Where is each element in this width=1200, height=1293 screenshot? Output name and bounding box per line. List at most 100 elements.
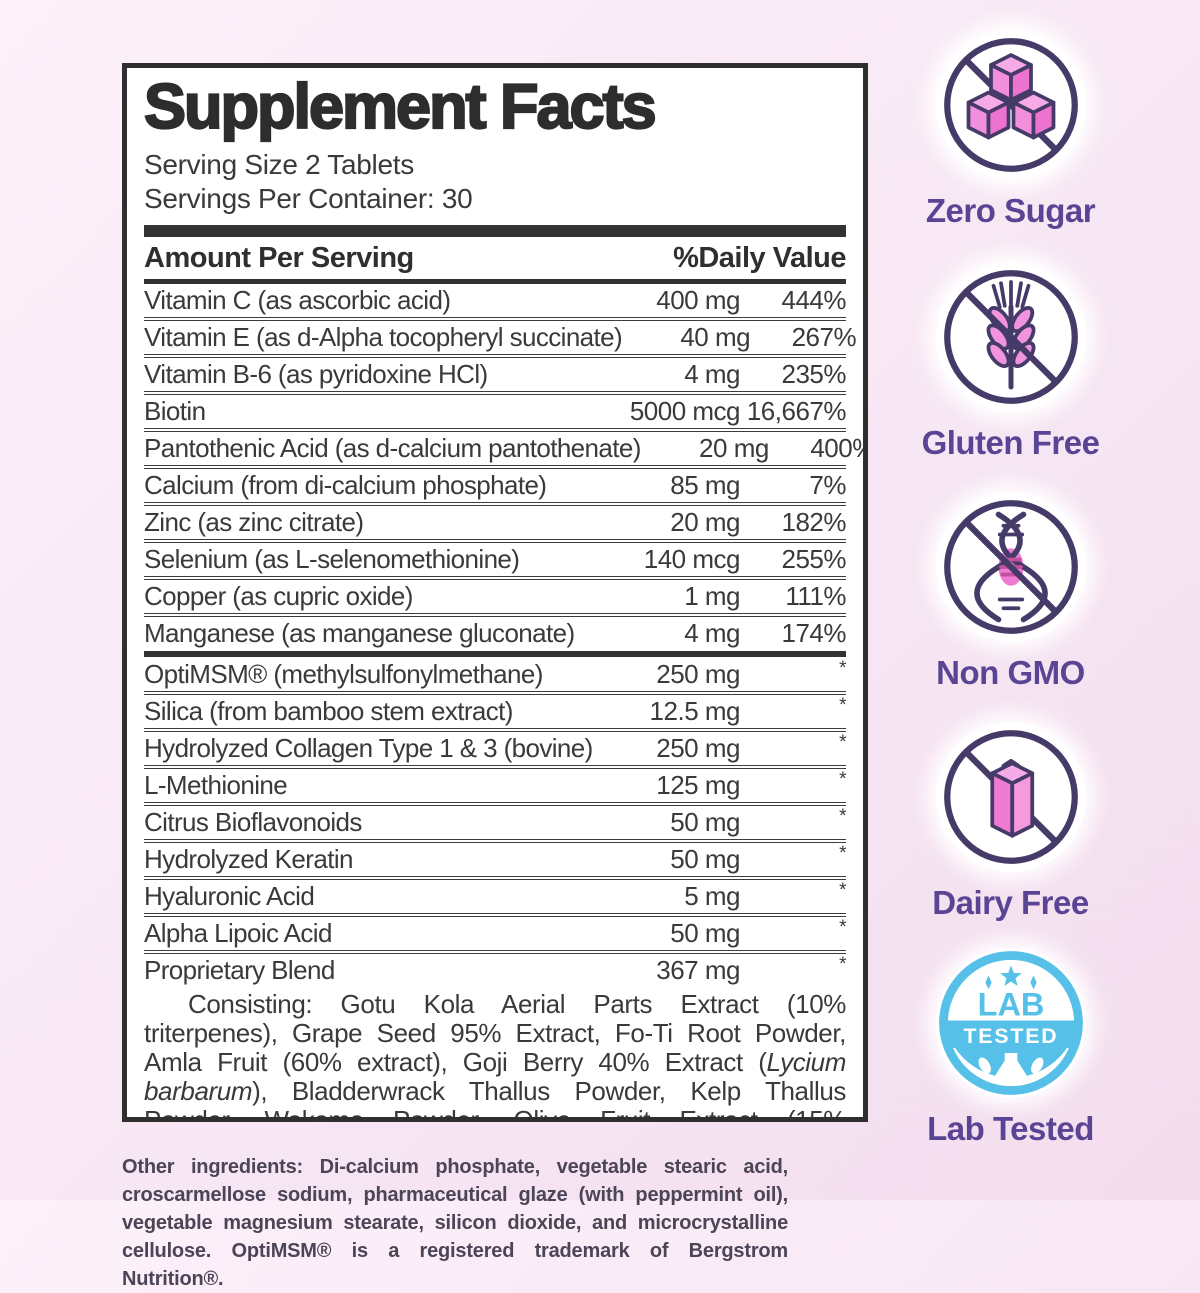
badge-zero-sugar: Zero Sugar (918, 30, 1103, 230)
serving-size: Serving Size 2 Tablets (144, 149, 414, 181)
ingredient-dv: 400% (810, 433, 863, 464)
ingredient-amount: 20 mg (699, 433, 769, 464)
ingredient-amount: 5 mg (684, 881, 740, 912)
consisting-text: ), Bladderwrack Thallus Powder, Kelp Tha… (144, 1076, 846, 1122)
ingredient-amount: 50 mg (670, 807, 740, 838)
flask-icon (994, 1053, 1027, 1082)
badge-label: Dairy Free (932, 884, 1089, 921)
ingredient-dv: 174% (781, 618, 847, 649)
table-row: Hyaluronic Acid 5 mg * (144, 876, 847, 913)
table-row: Selenium (as L-selenomethionine) 140 mcg… (144, 539, 847, 576)
no-sugar-icon (943, 38, 1078, 172)
ingredient-dv: 7% (809, 470, 846, 501)
ingredient-dv: 16,667% (746, 396, 847, 427)
ingredient-name: Silica (from bamboo stem extract) (144, 696, 513, 727)
table-row: Copper (as cupric oxide) 1 mg 111% (144, 576, 847, 613)
star-icon (999, 965, 1022, 986)
ingredient-name: Hyaluronic Acid (144, 881, 315, 912)
ingredient-name: Vitamin C (as ascorbic acid) (144, 285, 451, 316)
ingredient-amount: 400 mg (656, 285, 740, 316)
ingredient-amount: 140 mcg (643, 544, 741, 575)
divider-thick (144, 651, 846, 658)
table-row: Pantothenic Acid (as d-calcium pantothen… (144, 428, 863, 465)
divider-thick (144, 225, 846, 238)
ingredient-amount: 50 mg (670, 918, 740, 949)
ingredient-name: Zinc (as zinc citrate) (144, 507, 364, 538)
ingredient-amount: 1 mg (684, 581, 740, 612)
ingredient-dv: 444% (781, 285, 847, 316)
consisting-latin-name: Lycium barbarum (144, 1047, 846, 1107)
ingredient-amount: 12.5 mg (649, 696, 741, 727)
ingredient-name: Citrus Bioflavonoids (144, 807, 362, 838)
badge-non-gmo: Non GMO (918, 492, 1103, 692)
badge-disk (935, 722, 1086, 872)
ingredient-name: Calcium (from di-calcium phosphate) (144, 470, 547, 501)
ingredient-name: Alpha Lipoic Acid (144, 918, 332, 949)
proprietary-blend-consisting: Consisting: Gotu Kola Aerial Parts Extra… (144, 989, 846, 1122)
badge-label: Zero Sugar (925, 192, 1096, 229)
ingredient-name: Pantothenic Acid (as d-calcium pantothen… (144, 433, 641, 464)
lab-badge-top-text: LAB (977, 987, 1044, 1023)
divider-medium (144, 279, 846, 285)
no-gluten-wheat-icon (943, 270, 1078, 404)
table-row: Proprietary Blend 367 mg * (144, 950, 847, 987)
ingredient-dv: 182% (781, 507, 847, 538)
ingredient-dv: * (839, 769, 846, 791)
table-row: OptiMSM® (methylsulfonylmethane) 250 mg … (144, 658, 847, 691)
ingredient-amount: 4 mg (684, 618, 740, 649)
badge-gluten-free: Gluten Free (918, 262, 1103, 462)
ingredient-name: Hydrolyzed Collagen Type 1 & 3 (bovine) (144, 733, 593, 764)
leaf-icon (1030, 1057, 1043, 1074)
ingredient-amount: 250 mg (656, 659, 740, 690)
no-dairy-milk-icon (943, 730, 1078, 864)
lab-badge-band-text: TESTED (963, 1024, 1058, 1048)
ingredient-amount: 85 mg (670, 470, 740, 501)
ingredient-name: OptiMSM® (methylsulfonylmethane) (144, 659, 543, 690)
ingredient-amount: 125 mg (656, 770, 740, 801)
ingredient-table: Vitamin C (as ascorbic acid) 400 mg 444%… (144, 284, 863, 987)
badge-dairy-free: Dairy Free (918, 722, 1103, 922)
sparkle-icon (1029, 975, 1037, 990)
ingredient-amount: 40 mg (680, 322, 751, 353)
badge-disk (935, 30, 1086, 180)
ingredient-dv: * (839, 880, 846, 902)
ingredient-dv: * (839, 917, 846, 939)
ingredient-name: Vitamin B-6 (as pyridoxine HCl) (144, 359, 488, 390)
ingredient-amount: 4 mg (684, 359, 740, 390)
badge-label: Non GMO (936, 654, 1085, 691)
ingredient-amount: 367 mg (656, 955, 740, 986)
other-ingredients-footnote: Other ingredients: Di-calcium phosphate,… (122, 1153, 788, 1293)
ingredient-name: Selenium (as L-selenomethionine) (144, 544, 520, 575)
supplement-facts-panel: Supplement Facts Serving Size 2 Tablets … (122, 63, 868, 1122)
ingredient-amount: 20 mg (670, 507, 740, 538)
servings-per-container: Servings Per Container: 30 (144, 183, 473, 215)
ingredient-dv: * (839, 806, 846, 828)
amount-column-header: Amount Per Serving (144, 242, 414, 275)
table-row: Citrus Bioflavonoids 50 mg * (144, 802, 847, 839)
ingredient-dv: * (839, 843, 846, 865)
ingredient-dv: * (839, 658, 846, 680)
ingredient-dv: 235% (781, 359, 847, 390)
ingredient-dv: 267% (791, 322, 857, 353)
ingredient-amount: 250 mg (656, 733, 740, 764)
ingredient-amount: 50 mg (670, 844, 740, 875)
consisting-text: Consisting: Gotu Kola Aerial Parts Extra… (144, 989, 846, 1078)
ingredient-amount: 5000 mcg (629, 396, 741, 427)
table-row: Vitamin B-6 (as pyridoxine HCl) 4 mg 235… (144, 354, 847, 391)
ingredient-name: Vitamin E (as d-Alpha tocopheryl succina… (144, 322, 623, 353)
other-ingredients-label: Other ingredients: (122, 1156, 304, 1178)
ingredient-name: Proprietary Blend (144, 955, 335, 986)
panel-title: Supplement Facts (143, 72, 658, 142)
lab-tested-badge-icon: LAB TESTED (938, 951, 1083, 1095)
ingredient-name: Hydrolyzed Keratin (144, 844, 353, 875)
ingredient-name: Copper (as cupric oxide) (144, 581, 413, 612)
leaf-icon (978, 1057, 991, 1074)
table-row: Biotin 5000 mcg 16,667% (144, 391, 847, 428)
ingredient-dv: * (839, 954, 846, 976)
ingredient-name: L-Methionine (144, 770, 288, 801)
sparkle-icon (984, 975, 992, 990)
ingredient-dv: 111% (785, 581, 846, 612)
ingredient-dv: 255% (781, 544, 847, 575)
table-row: Hydrolyzed Keratin 50 mg * (144, 839, 847, 876)
ingredient-dv: * (839, 732, 846, 754)
